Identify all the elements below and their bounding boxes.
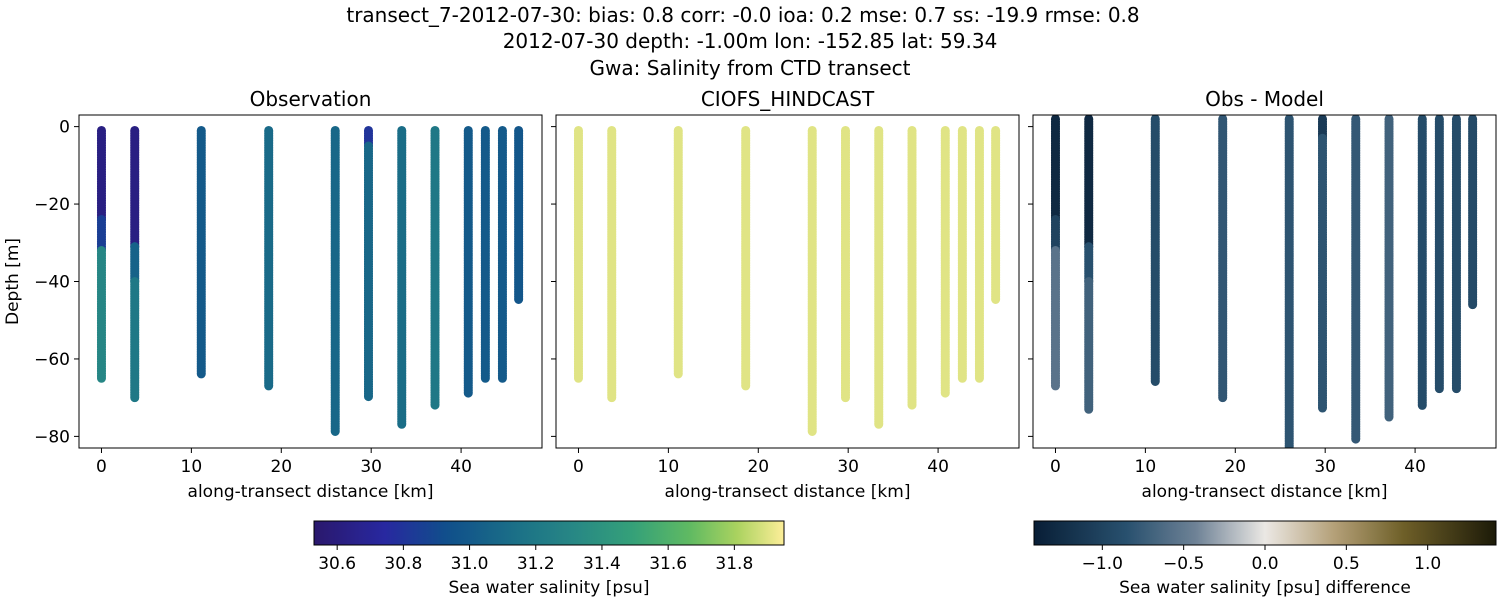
y-tick-label: −80 — [34, 427, 70, 447]
scatter-marks — [96, 125, 524, 438]
colorbar-gradient — [1033, 520, 1497, 546]
x-tick-label: 20 — [1224, 457, 1246, 477]
figure-title-line2: 2012-07-30 depth: -1.00m lon: -152.85 la… — [503, 29, 998, 53]
x-tick-label: 0 — [1050, 457, 1061, 477]
x-tick-label: 10 — [1135, 457, 1157, 477]
colorbar-tick-label: 31.4 — [583, 554, 621, 574]
colorbar-gradient — [313, 520, 785, 546]
panel-difference: 0 10 20 30 40 Obs - Model along-transect dista… — [1028, 87, 1497, 502]
y-tick-label: −20 — [34, 195, 70, 215]
x-tick-label: 30 — [1314, 457, 1336, 477]
colorbar-tick-label: 0.0 — [1251, 554, 1278, 574]
panel-observation: 0 10 20 30 40 0 −20 −40 −60 −80 Observation along-t… — [3, 87, 543, 502]
colorbar-tick-label: 30.6 — [318, 554, 356, 574]
x-tick-label: 30 — [360, 457, 382, 477]
panel-title: Obs - Model — [1205, 87, 1324, 111]
colorbar-tick-label: 31.2 — [517, 554, 555, 574]
colorbar-tick-label: 1.0 — [1414, 554, 1441, 574]
panel-title: Observation — [250, 87, 372, 111]
colorbar-tick-label: 31.8 — [715, 554, 753, 574]
colorbar-tick-label: −1.0 — [1082, 554, 1123, 574]
y-tick-label: 0 — [59, 118, 70, 138]
colorbar-label: Sea water salinity [psu] difference — [1119, 578, 1411, 598]
x-tick-label: 10 — [658, 457, 680, 477]
colorbar-tick-label: 0.5 — [1333, 554, 1360, 574]
x-tick-label: 0 — [573, 457, 584, 477]
x-tick-label: 30 — [837, 457, 859, 477]
y-axis-label: Depth [m] — [3, 238, 23, 325]
scatter-marks — [1050, 115, 1478, 448]
colorbar-tick-label: −0.5 — [1163, 554, 1204, 574]
x-tick-label: 0 — [96, 457, 107, 477]
scatter-marks — [573, 125, 1001, 438]
colorbar-tick-label: 30.8 — [384, 554, 422, 574]
colorbar-tick-label: 31.6 — [649, 554, 687, 574]
colorbar-label: Sea water salinity [psu] — [449, 578, 650, 598]
x-tick-label: 10 — [181, 457, 203, 477]
colorbar-salinity: 30.6 30.8 31.0 31.2 31.4 31.6 31.8 Sea water sa… — [313, 520, 785, 598]
x-tick-label: 20 — [270, 457, 292, 477]
x-tick-label: 40 — [1404, 457, 1426, 477]
y-tick-label: −40 — [34, 273, 70, 293]
figure-title-line1: transect_7-2012-07-30: bias: 0.8 corr: -… — [346, 3, 1139, 27]
x-axis-label: along-transect distance [km] — [1142, 482, 1388, 502]
x-axis-label: along-transect distance [km] — [665, 482, 911, 502]
colorbar-tick-label: 31.0 — [451, 554, 489, 574]
x-axis-label: along-transect distance [km] — [188, 482, 434, 502]
y-tick-label: −60 — [34, 350, 70, 370]
x-tick-label: 40 — [927, 457, 949, 477]
panel-title: CIOFS_HINDCAST — [701, 87, 875, 111]
figure-title-line3: Gwa: Salinity from CTD transect — [590, 56, 911, 80]
x-tick-label: 40 — [450, 457, 472, 477]
panel-model: 0 10 20 30 40 CIOFS_HINDCAST along-transect di… — [551, 87, 1020, 502]
x-tick-label: 20 — [747, 457, 769, 477]
